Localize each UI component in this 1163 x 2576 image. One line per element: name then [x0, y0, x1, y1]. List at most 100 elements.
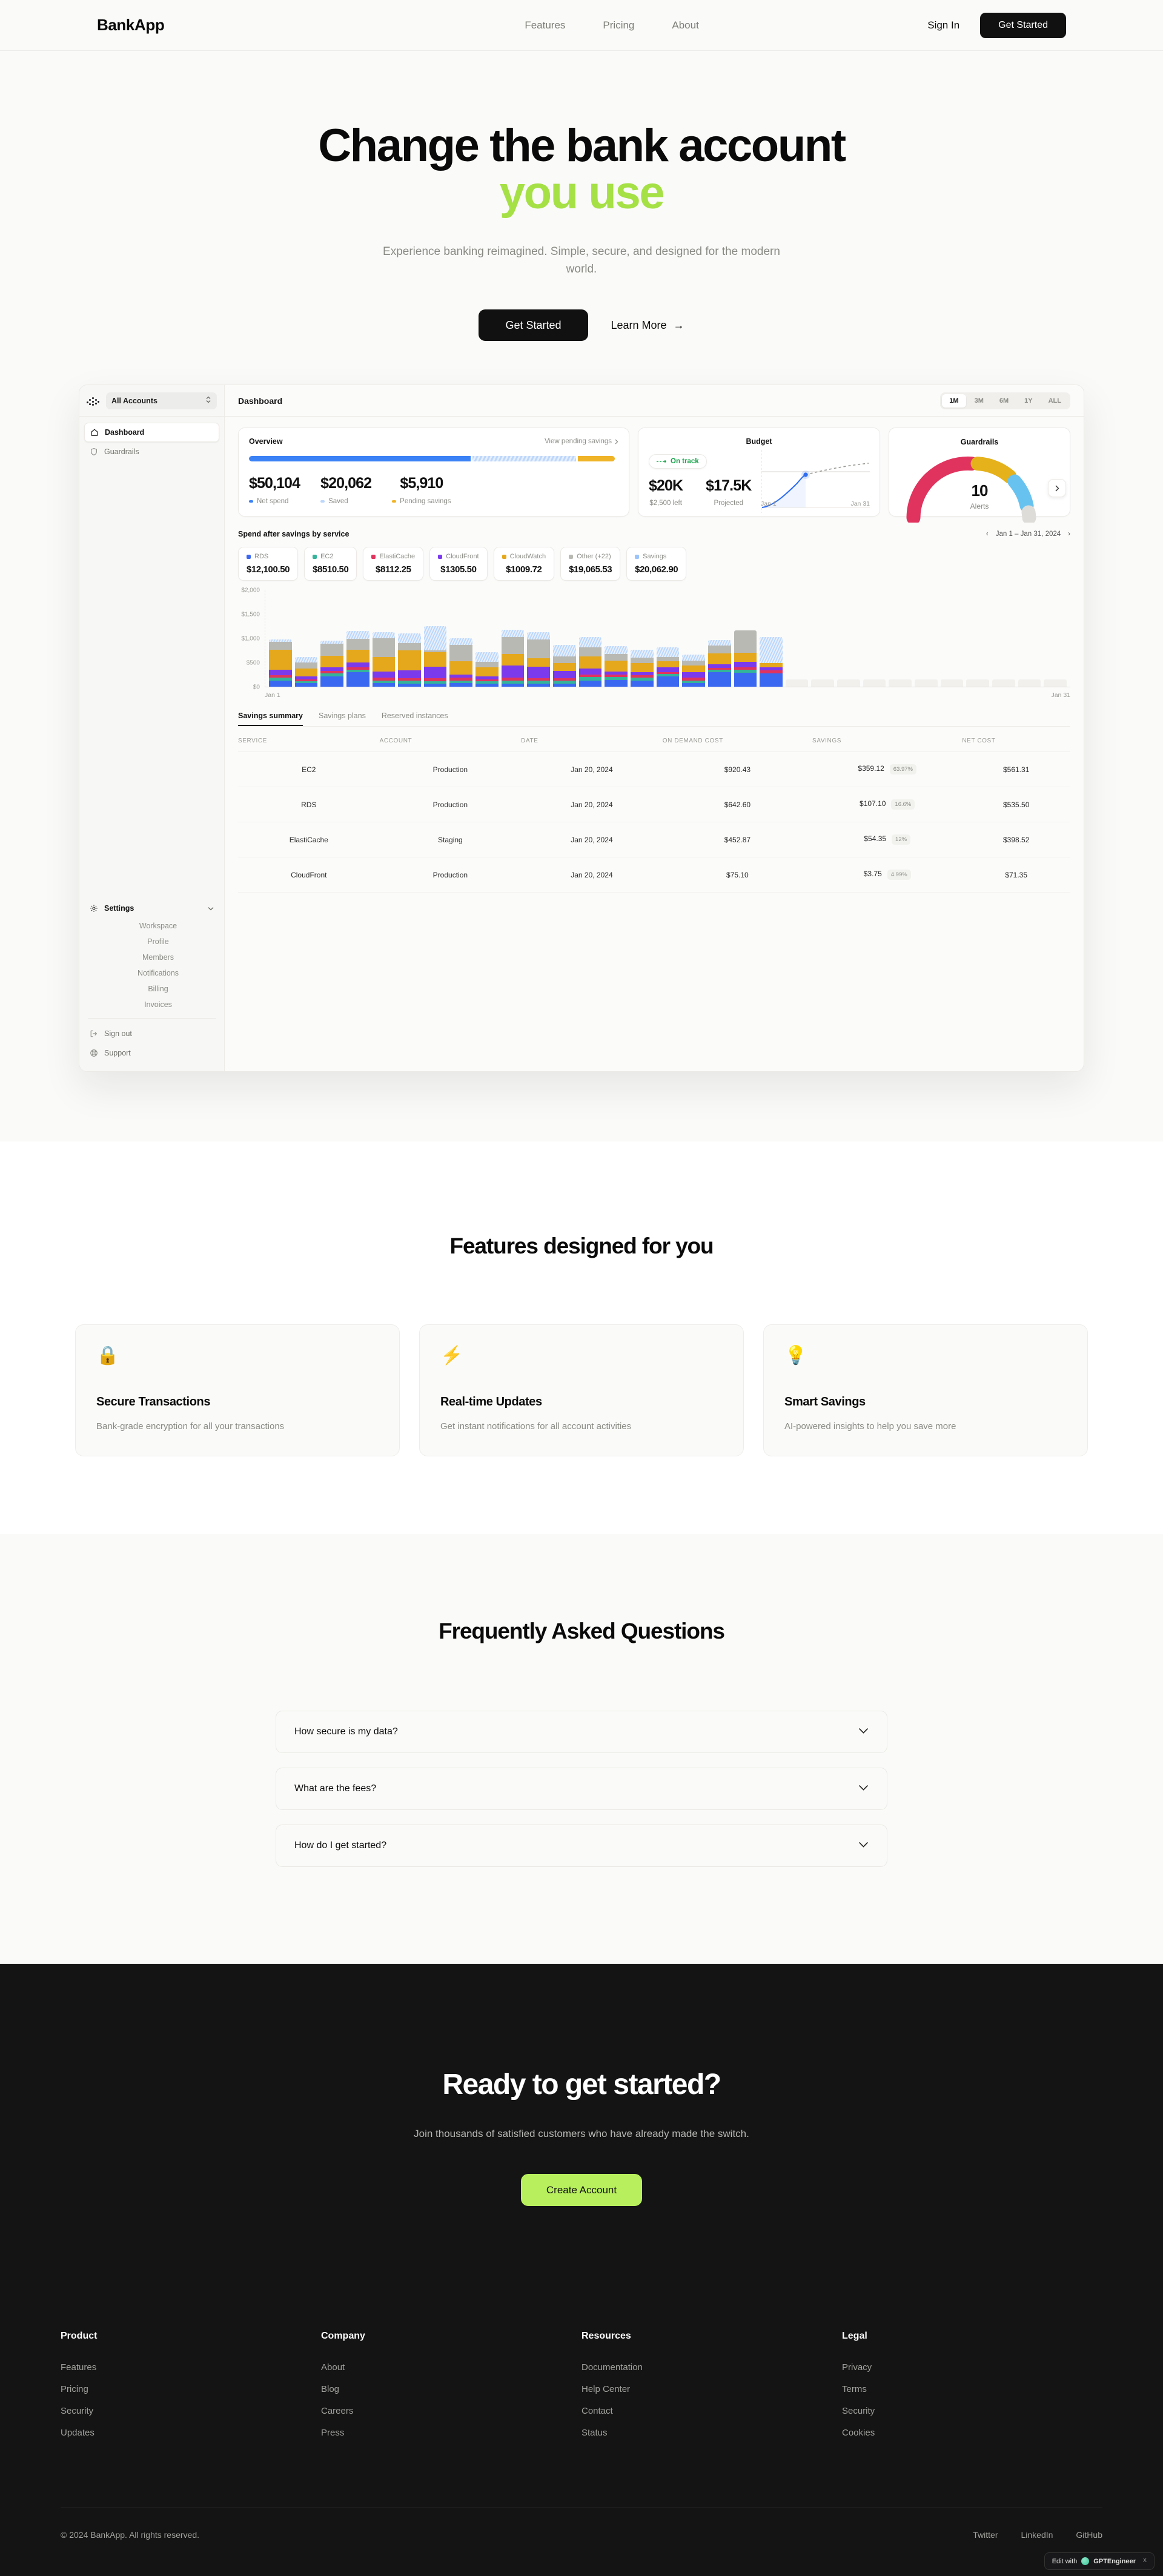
sidebar-item-notifications[interactable]: Notifications	[137, 969, 179, 978]
social-link-github[interactable]: GitHub	[1076, 2530, 1102, 2540]
chart-bar-segment	[630, 662, 654, 673]
sign-in-link[interactable]: Sign In	[927, 19, 960, 31]
date-prev-button[interactable]: ‹	[986, 530, 989, 538]
service-chip-elasticache-value: $8112.25	[376, 564, 411, 575]
social-link-linkedin[interactable]: LinkedIn	[1021, 2530, 1053, 2540]
range-tab-all[interactable]: ALL	[1048, 397, 1061, 405]
brand-logo[interactable]: BankApp	[97, 16, 165, 34]
sidebar-item-guardrails[interactable]: Guardrails	[84, 442, 219, 461]
sidebar-item-billing[interactable]: Billing	[148, 985, 168, 994]
cell-date: Jan 20, 2024	[521, 787, 663, 823]
table-row[interactable]: CloudFront Production Jan 20, 2024 $75.10 $3…	[238, 857, 1070, 893]
social-link-twitter[interactable]: Twitter	[973, 2530, 998, 2540]
col-account: ACCOUNT	[379, 728, 522, 753]
date-next-button[interactable]: ›	[1068, 530, 1070, 538]
faq-item-fees[interactable]: What are the fees?	[276, 1768, 887, 1811]
chart-bar-segment	[294, 681, 318, 684]
service-chip-cloudfront[interactable]: CloudFront $1305.50	[429, 547, 488, 581]
table-row[interactable]: ElastiCache Staging Jan 20, 2024 $452.87 $54…	[238, 822, 1070, 858]
service-chip-other[interactable]: Other (+22) $19,065.53	[560, 547, 621, 581]
chart-bar-segment	[346, 667, 369, 670]
footer-column-resources: Resources Documentation Help Center Cont…	[582, 2331, 842, 2449]
account-selector[interactable]: All Accounts	[106, 392, 217, 409]
chart-bar-segment	[475, 652, 499, 662]
sidebar-item-settings[interactable]: Settings	[84, 899, 219, 918]
chart-bar-segment	[734, 661, 757, 667]
dashboard-preview: All Accounts	[0, 341, 1163, 1141]
create-account-button[interactable]: Create Account	[520, 2174, 643, 2207]
footer-link-features[interactable]: Features	[61, 2362, 97, 2373]
view-pending-savings-link[interactable]: View pending savings	[545, 438, 618, 445]
tab-reserved-instances[interactable]: Reserved instances	[381, 712, 448, 721]
chart-bar-segment	[501, 665, 525, 678]
chart-bar	[294, 656, 318, 687]
copyright-text: © 2024 BankApp. All rights reserved.	[61, 2530, 199, 2540]
bolt-icon: ⚡	[440, 1346, 463, 1366]
service-chip-savings[interactable]: Savings $20,062.90	[626, 547, 687, 581]
range-tab-1y[interactable]: 1Y	[1024, 397, 1033, 405]
sidebar-item-dashboard[interactable]: Dashboard	[84, 423, 219, 443]
guardrails-next-button[interactable]	[1048, 479, 1066, 498]
footer-link-pricing[interactable]: Pricing	[61, 2384, 88, 2395]
range-tab-1m[interactable]: 1M	[942, 394, 966, 408]
footer-link-legal-security[interactable]: Security	[842, 2406, 875, 2417]
service-chip-rds[interactable]: RDS $12,100.50	[238, 547, 299, 581]
nav-link-about[interactable]: About	[672, 19, 699, 31]
overview-net-spend-label-row: Net spend	[249, 498, 300, 505]
gpt-engineer-badge[interactable]: Edit with GPTEngineer X	[1044, 2552, 1155, 2571]
footer-link-security[interactable]: Security	[61, 2406, 94, 2417]
footer-link-contact[interactable]: Contact	[582, 2406, 613, 2417]
range-tab-3m[interactable]: 3M	[974, 397, 984, 405]
nav-link-features[interactable]: Features	[525, 19, 566, 31]
budget-title: Budget	[746, 437, 772, 446]
get-started-button-nav[interactable]: Get Started	[980, 12, 1066, 38]
close-icon[interactable]: X	[1142, 2557, 1147, 2564]
sidebar-item-signout[interactable]: Sign out	[84, 1024, 219, 1043]
tab-savings-summary[interactable]: Savings summary	[238, 712, 303, 726]
footer-link-status[interactable]: Status	[582, 2428, 608, 2439]
chart-bar-segment	[269, 675, 292, 678]
service-chip-savings-label: Savings	[643, 553, 667, 561]
cell-service: EC2	[238, 751, 380, 788]
feature-title-smart-savings: Smart Savings	[784, 1395, 866, 1409]
chart-bar-segment	[656, 647, 680, 657]
footer-link-press[interactable]: Press	[321, 2428, 345, 2439]
chevron-down-icon	[858, 1783, 869, 1794]
chart-bar-segment	[320, 644, 343, 656]
footer-link-blog[interactable]: Blog	[321, 2384, 340, 2395]
chart-bar-segment	[501, 683, 525, 687]
footer-link-privacy[interactable]: Privacy	[842, 2362, 872, 2373]
chart-bar-segment	[423, 678, 447, 681]
sidebar-item-invoices[interactable]: Invoices	[144, 1000, 172, 1009]
tab-savings-plans[interactable]: Savings plans	[319, 712, 366, 721]
footer-link-about[interactable]: About	[321, 2362, 345, 2373]
sidebar-item-support[interactable]: Support	[84, 1043, 219, 1063]
hero-learn-more-button[interactable]: Learn More →	[611, 319, 684, 332]
chart-bar-segment	[372, 632, 396, 639]
footer-link-help-center[interactable]: Help Center	[582, 2384, 631, 2395]
sidebar-item-workspace[interactable]: Workspace	[139, 922, 177, 931]
footer-link-terms[interactable]: Terms	[842, 2384, 867, 2395]
footer-link-updates[interactable]: Updates	[61, 2428, 94, 2439]
faq-question-get-started: How do I get started?	[294, 1840, 387, 1851]
nav-link-pricing[interactable]: Pricing	[603, 19, 635, 31]
table-row[interactable]: RDS Production Jan 20, 2024 $642.60 $107.10 1…	[238, 787, 1070, 823]
savings-percent-badge: 12%	[892, 834, 911, 845]
overview-header: Overview View pending savings	[249, 437, 618, 446]
sidebar-item-profile[interactable]: Profile	[147, 937, 169, 946]
faq-item-security[interactable]: How secure is my data?	[276, 1711, 887, 1754]
footer-link-cookies[interactable]: Cookies	[842, 2428, 875, 2439]
account-selector-value: All Accounts	[111, 396, 157, 405]
footer-link-documentation[interactable]: Documentation	[582, 2362, 643, 2373]
footer-link-careers[interactable]: Careers	[321, 2406, 354, 2417]
faq-item-get-started[interactable]: How do I get started?	[276, 1825, 887, 1868]
table-row[interactable]: EC2 Production Jan 20, 2024 $920.43 $359.12 6…	[238, 751, 1070, 788]
chart-bar-placeholder	[966, 679, 989, 687]
service-chip-ec2[interactable]: EC2 $8510.50	[304, 547, 357, 581]
sidebar-item-members[interactable]: Members	[142, 953, 174, 962]
service-chip-elasticache[interactable]: ElastiCache $8112.25	[363, 547, 424, 581]
service-chip-cloudwatch[interactable]: CloudWatch $1009.72	[493, 547, 555, 581]
service-chip-rds-value: $12,100.50	[247, 564, 290, 575]
hero-get-started-button[interactable]: Get Started	[479, 309, 588, 342]
range-tab-6m[interactable]: 6M	[999, 397, 1009, 405]
